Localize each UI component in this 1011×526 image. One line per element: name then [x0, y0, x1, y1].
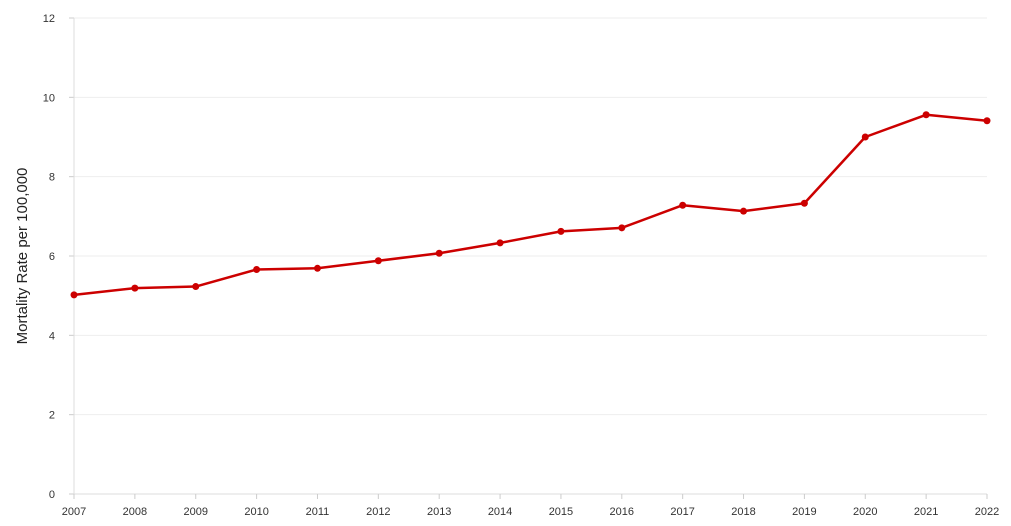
data-point[interactable]: [618, 224, 626, 232]
axis-layer: 0 2 4 6 8 10 12 2007 2008 2009 2010 2011 2012 2013 201…: [43, 13, 999, 518]
data-point[interactable]: [496, 239, 504, 247]
x-tick-label: 2014: [488, 506, 512, 518]
x-tick-label: 2022: [975, 506, 999, 518]
x-tick-label: 2007: [62, 506, 86, 518]
y-tick-label: 8: [49, 172, 55, 184]
x-tick-label: 2009: [183, 506, 207, 518]
data-point[interactable]: [313, 264, 321, 272]
x-tick-label: 2017: [670, 506, 694, 518]
x-tick-label: 2016: [610, 506, 634, 518]
data-point[interactable]: [557, 227, 565, 235]
y-axis-title: Mortality Rate per 100,000: [14, 168, 31, 345]
y-tick-label: 2: [49, 410, 55, 422]
x-tick-label: 2015: [549, 506, 573, 518]
data-point[interactable]: [983, 117, 991, 125]
x-tick-label: 2019: [792, 506, 816, 518]
x-tick-label: 2021: [914, 506, 938, 518]
y-tick-label: 10: [43, 92, 55, 104]
x-tick-label: 2018: [731, 506, 755, 518]
y-tick-label: 4: [49, 330, 55, 342]
data-point[interactable]: [800, 199, 808, 207]
data-point[interactable]: [253, 265, 261, 273]
x-tick-label: 2011: [306, 506, 330, 518]
data-point[interactable]: [740, 207, 748, 215]
x-tick-label: 2012: [366, 506, 390, 518]
grid-layer: [74, 17, 987, 416]
y-tick-label: 6: [49, 251, 55, 263]
x-tick-label: 2020: [853, 506, 877, 518]
series-line: [72, 113, 989, 297]
y-tick-label: 12: [43, 13, 55, 25]
x-tick-label: 2008: [123, 506, 147, 518]
data-point[interactable]: [922, 111, 930, 119]
data-point[interactable]: [192, 283, 200, 291]
y-tick-label: 0: [49, 489, 55, 501]
x-tick-label: 2013: [427, 506, 451, 518]
data-point[interactable]: [374, 257, 382, 265]
x-tick-label: 2010: [244, 506, 268, 518]
data-point[interactable]: [861, 133, 869, 141]
data-point[interactable]: [131, 284, 139, 292]
series-layer: [70, 111, 991, 299]
data-point[interactable]: [70, 291, 78, 299]
data-point[interactable]: [435, 249, 443, 257]
data-point[interactable]: [679, 201, 687, 209]
